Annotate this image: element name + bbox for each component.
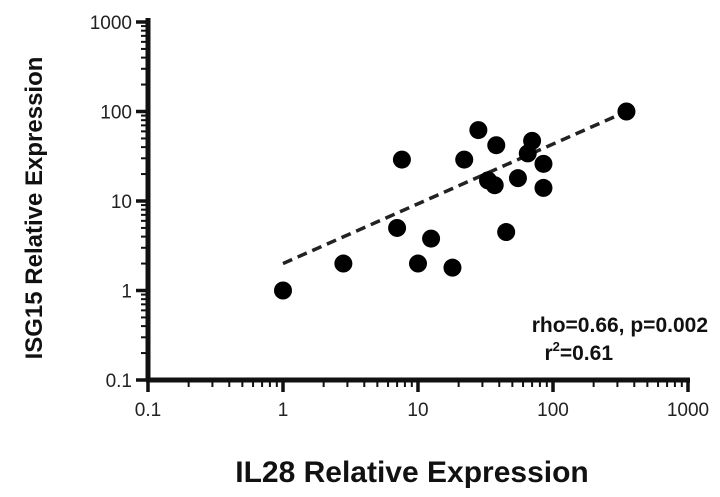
data-point — [443, 258, 462, 277]
data-point — [497, 223, 516, 242]
x-tick-label: 10 — [407, 400, 428, 421]
trend-line — [282, 109, 628, 266]
data-point — [617, 102, 636, 121]
data-point — [487, 136, 506, 155]
x-tick-label: 0.1 — [135, 400, 161, 421]
y-tick-label: 100 — [100, 103, 132, 124]
y-tick-label: 1000 — [90, 13, 132, 34]
data-point — [455, 150, 474, 169]
data-point — [485, 176, 504, 195]
r2-superscript: 2 — [553, 339, 560, 354]
x-tick-label: 1000 — [667, 400, 709, 421]
data-point — [274, 281, 292, 300]
data-point — [334, 254, 353, 273]
y-tick-label: 1 — [121, 282, 132, 303]
y-axis-title: ISG15 Relative Expression — [21, 57, 48, 360]
x-tick-label: 1 — [278, 400, 289, 421]
data-point — [534, 154, 553, 173]
r2-prefix: r — [544, 342, 552, 365]
data-point — [409, 254, 427, 273]
data-points — [274, 102, 636, 300]
y-tick-label: 10 — [111, 192, 132, 213]
stat-correlation: rho=0.66, p=0.002 — [532, 314, 708, 337]
stat-r-squared: r2=0.61 — [544, 339, 613, 365]
data-point — [388, 218, 407, 237]
data-point — [534, 178, 553, 197]
data-point — [469, 121, 488, 140]
data-point — [392, 150, 411, 169]
data-point — [523, 131, 542, 150]
ticks: 0.1 1 10 100 1000 0.1 1 10 100 1000 — [90, 13, 709, 421]
r2-suffix: =0.61 — [560, 342, 613, 365]
x-tick-label: 100 — [537, 400, 569, 421]
y-tick-label: 0.1 — [106, 371, 132, 392]
data-point — [508, 169, 527, 188]
data-point — [422, 229, 441, 248]
x-axis-title: IL28 Relative Expression — [235, 456, 589, 489]
